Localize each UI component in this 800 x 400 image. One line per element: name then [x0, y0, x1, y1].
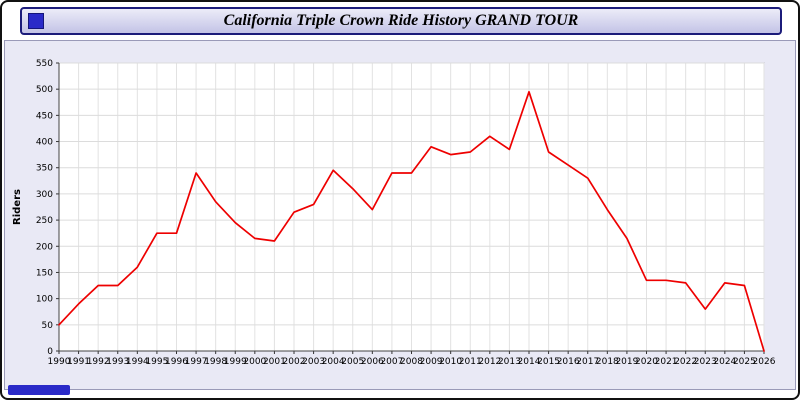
taskbar-item[interactable]	[8, 385, 70, 395]
svg-text:500: 500	[36, 85, 53, 95]
svg-text:2000: 2000	[243, 357, 266, 367]
svg-text:1995: 1995	[145, 357, 168, 367]
svg-text:2019: 2019	[615, 357, 638, 367]
ride-history-line-chart: 1990199119921993199419951996199719981999…	[12, 59, 776, 367]
svg-text:200: 200	[36, 242, 53, 252]
svg-text:Riders: Riders	[12, 189, 23, 225]
svg-text:100: 100	[36, 295, 53, 305]
svg-text:1994: 1994	[126, 357, 149, 367]
svg-text:2026: 2026	[753, 357, 776, 367]
svg-text:300: 300	[36, 190, 53, 200]
svg-text:2011: 2011	[459, 357, 482, 367]
svg-text:1996: 1996	[165, 357, 188, 367]
svg-text:2004: 2004	[322, 357, 345, 367]
svg-text:0: 0	[47, 347, 53, 357]
svg-text:2023: 2023	[694, 357, 717, 367]
svg-text:350: 350	[36, 164, 53, 174]
svg-text:2025: 2025	[733, 357, 756, 367]
svg-text:250: 250	[36, 216, 53, 226]
page-title: California Triple Crown Ride History GRA…	[223, 12, 579, 29]
svg-text:2005: 2005	[341, 357, 364, 367]
svg-text:2022: 2022	[674, 357, 697, 367]
svg-text:2016: 2016	[557, 357, 580, 367]
svg-text:1990: 1990	[48, 357, 71, 367]
svg-text:2018: 2018	[596, 357, 619, 367]
svg-text:2024: 2024	[713, 357, 736, 367]
title-bar: California Triple Crown Ride History GRA…	[20, 7, 782, 35]
svg-text:1999: 1999	[224, 357, 247, 367]
svg-text:2017: 2017	[576, 357, 599, 367]
svg-text:2012: 2012	[478, 357, 501, 367]
svg-text:2009: 2009	[420, 357, 443, 367]
chart-container: 1990 1991 1992 1993 1994 1995 1996 1997 1998 1999…	[9, 45, 789, 385]
svg-text:2006: 2006	[361, 357, 384, 367]
svg-text:1997: 1997	[185, 357, 208, 367]
svg-text:450: 450	[36, 111, 53, 121]
chart-panel: 1990 1991 1992 1993 1994 1995 1996 1997 1998 1999…	[4, 40, 796, 390]
svg-text:2014: 2014	[518, 357, 541, 367]
svg-text:2015: 2015	[537, 357, 560, 367]
svg-text:2013: 2013	[498, 357, 521, 367]
svg-text:1991: 1991	[67, 357, 90, 367]
svg-text:1993: 1993	[106, 357, 129, 367]
svg-text:1992: 1992	[87, 357, 110, 367]
svg-text:2021: 2021	[655, 357, 678, 367]
svg-text:2002: 2002	[283, 357, 306, 367]
svg-text:2007: 2007	[380, 357, 403, 367]
svg-text:50: 50	[42, 321, 54, 331]
svg-text:150: 150	[36, 268, 53, 278]
svg-text:2001: 2001	[263, 357, 286, 367]
svg-text:2020: 2020	[635, 357, 658, 367]
svg-text:2010: 2010	[439, 357, 462, 367]
svg-text:2003: 2003	[302, 357, 325, 367]
svg-text:400: 400	[36, 138, 53, 148]
window-control-icon[interactable]	[28, 13, 44, 29]
svg-text:550: 550	[36, 59, 53, 69]
svg-text:2008: 2008	[400, 357, 423, 367]
svg-text:1998: 1998	[204, 357, 227, 367]
